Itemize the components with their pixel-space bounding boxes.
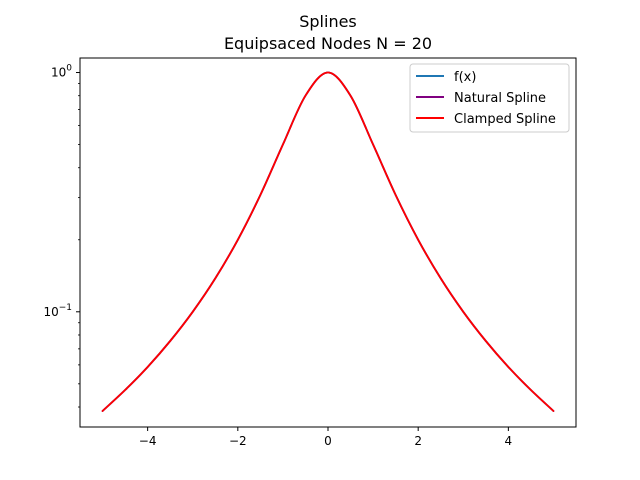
legend-label-f: f(x) xyxy=(454,70,476,85)
legend-box xyxy=(409,63,570,133)
x-tick-label: 0 xyxy=(324,434,332,448)
ticks-layer: −4 −2 0 2 4 100 10−1 xyxy=(43,64,512,448)
chart-subtitle: Equipsaced Nodes N = 20 xyxy=(224,34,432,53)
plot-frame xyxy=(79,57,577,428)
x-tick-label: −2 xyxy=(229,434,247,448)
x-tick-label: −4 xyxy=(139,434,157,448)
y-tick-label: 100 xyxy=(51,64,72,80)
legend: f(x) Natural Spline Clamped Spline xyxy=(409,63,570,133)
series-line-clamped-spline xyxy=(101,71,555,412)
y-tick-label: 10−1 xyxy=(43,303,72,319)
series-layer xyxy=(101,71,555,412)
legend-label-clamped-spline: Clamped Spline xyxy=(454,112,556,127)
chart-title: Splines xyxy=(299,12,357,31)
x-tick-label: 2 xyxy=(414,434,422,448)
legend-label-natural-spline: Natural Spline xyxy=(454,91,546,106)
x-tick-label: 4 xyxy=(505,434,513,448)
